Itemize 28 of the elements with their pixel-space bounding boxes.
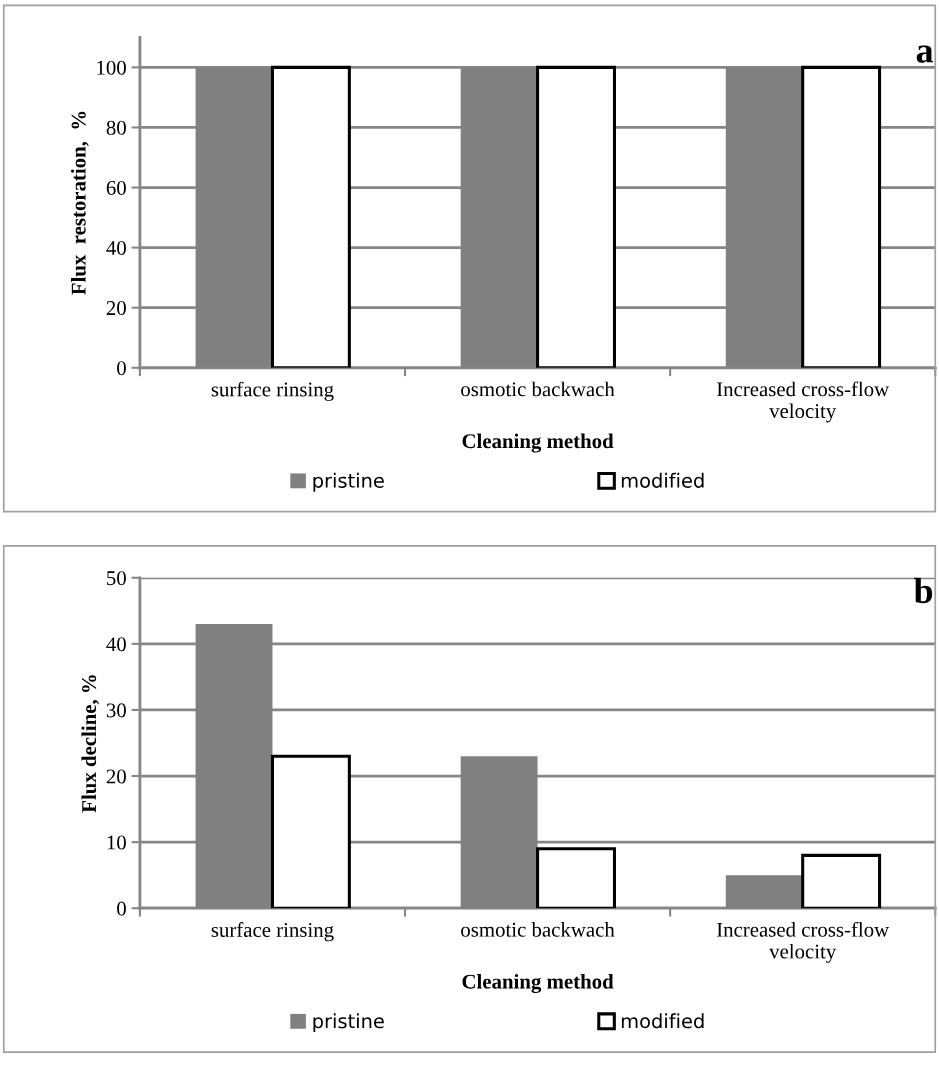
- y-tick-label: 60: [106, 180, 126, 195]
- legend-label: pristine: [313, 472, 384, 492]
- annotation: a: [916, 45, 934, 63]
- y-tick-label: 100: [97, 60, 126, 75]
- x-axis-title: Cleaning method: [462, 433, 614, 453]
- x-tick-label: surface rinsing: [211, 381, 334, 401]
- annotation: b: [914, 577, 933, 604]
- x-tick-label: osmotic backwach: [461, 381, 615, 397]
- legend-label: modified: [621, 1013, 704, 1029]
- x-tick-label: Increased cross-flow velocity: [716, 921, 890, 963]
- x-tick-label: osmotic backwach: [461, 922, 615, 937]
- y-tick-label: 50: [107, 571, 126, 586]
- y-tick-label: 40: [106, 240, 126, 256]
- y-tick-label: 10: [107, 835, 126, 850]
- y-tick-label: 80: [106, 120, 126, 135]
- y-tick-label: 20: [106, 769, 126, 784]
- y-axis-title: Flux restoration, %: [71, 111, 89, 295]
- legend-label: pristine: [313, 1013, 384, 1033]
- x-tick-label: Increased cross-flow velocity: [716, 381, 890, 423]
- legend-label: modified: [621, 472, 704, 488]
- y-tick-label: 0: [117, 901, 126, 916]
- y-axis-title: Flux decline, %: [81, 675, 100, 813]
- x-tick-label: surface rinsing: [211, 922, 334, 942]
- y-tick-label: 30: [106, 703, 126, 718]
- y-tick-label: 20: [106, 301, 126, 316]
- y-tick-label: 40: [106, 637, 126, 652]
- x-axis-title: Cleaning method: [462, 973, 614, 994]
- y-tick-label: 0: [117, 361, 126, 376]
